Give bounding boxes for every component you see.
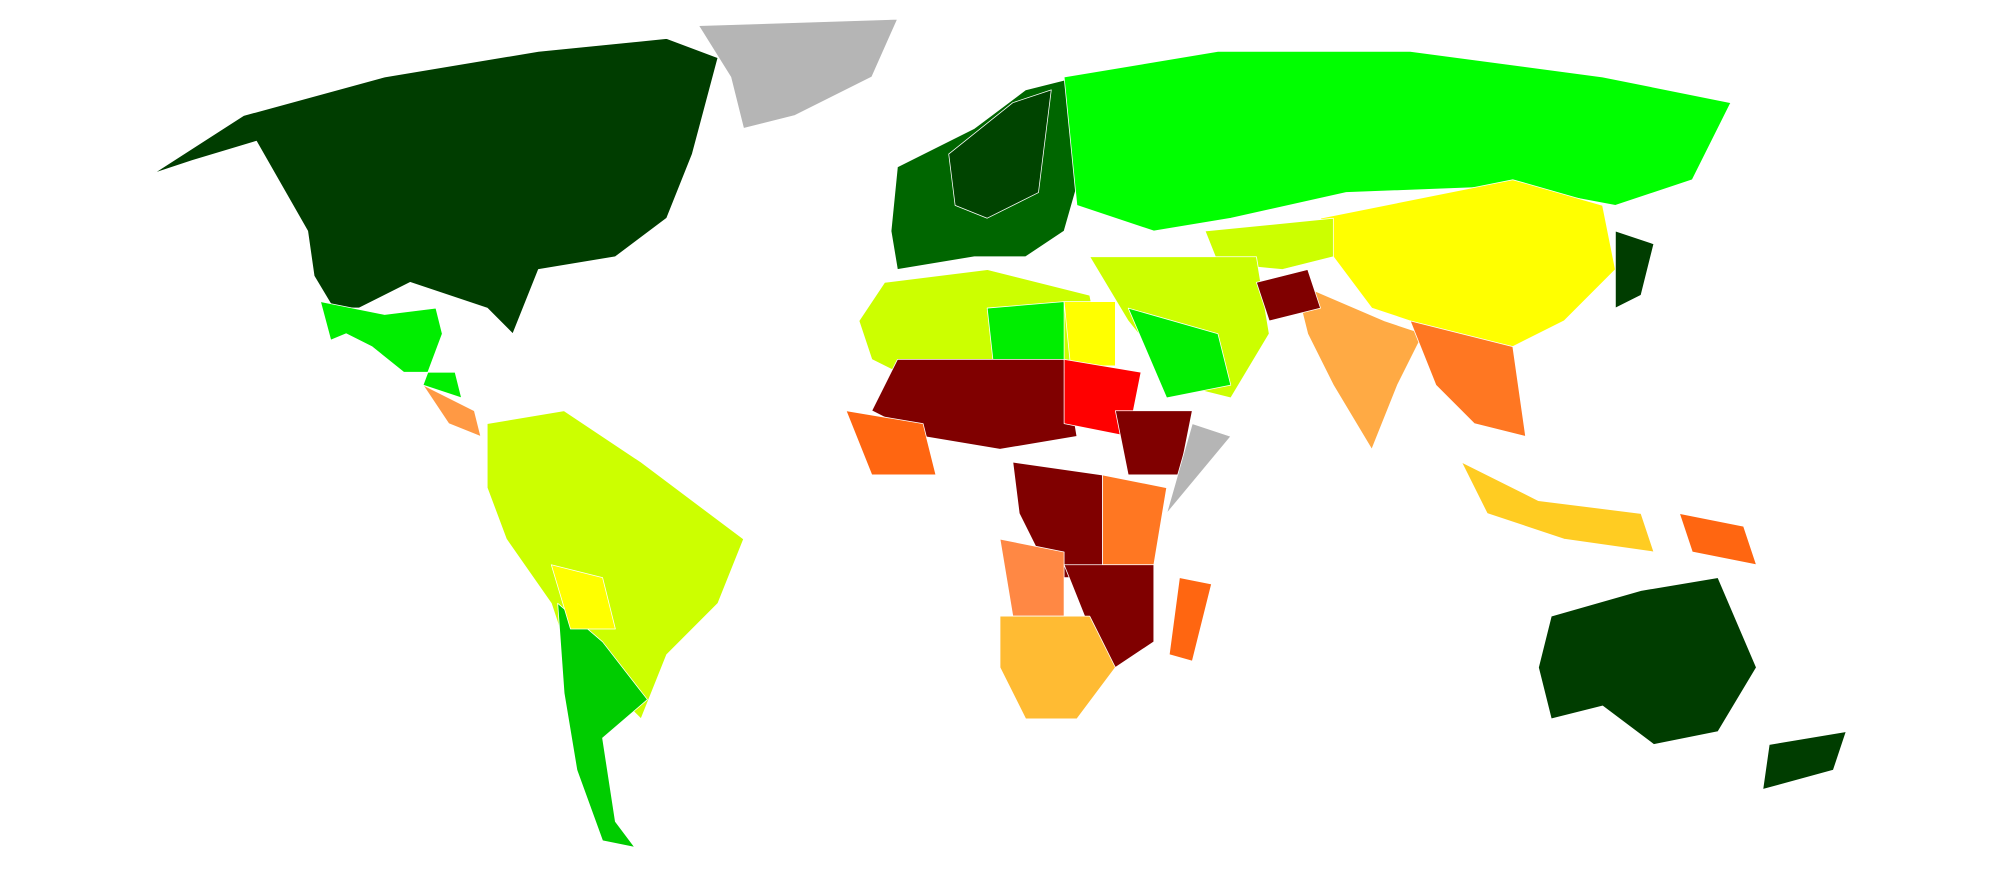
country-region (1294, 282, 1424, 450)
country-region (422, 384, 482, 437)
country-region (1127, 307, 1232, 399)
country-region (1679, 513, 1757, 566)
country-region (1320, 179, 1616, 347)
country-region (1063, 50, 1732, 232)
country-region (320, 301, 462, 399)
country-region (550, 564, 616, 630)
country-region (948, 89, 1052, 219)
country-region (999, 615, 1116, 720)
country-region (1538, 577, 1757, 745)
country-region (1762, 731, 1847, 790)
country-region (153, 38, 719, 335)
country-region (486, 410, 744, 720)
country-region (845, 410, 937, 476)
country-region (1166, 423, 1232, 514)
country-region (1256, 269, 1321, 322)
country-region (698, 18, 898, 129)
country-region (1063, 301, 1116, 367)
country-region (1409, 320, 1527, 437)
country-region (1168, 577, 1212, 662)
country-region (557, 602, 648, 848)
country-region (1615, 230, 1655, 309)
country-region (1461, 461, 1655, 553)
